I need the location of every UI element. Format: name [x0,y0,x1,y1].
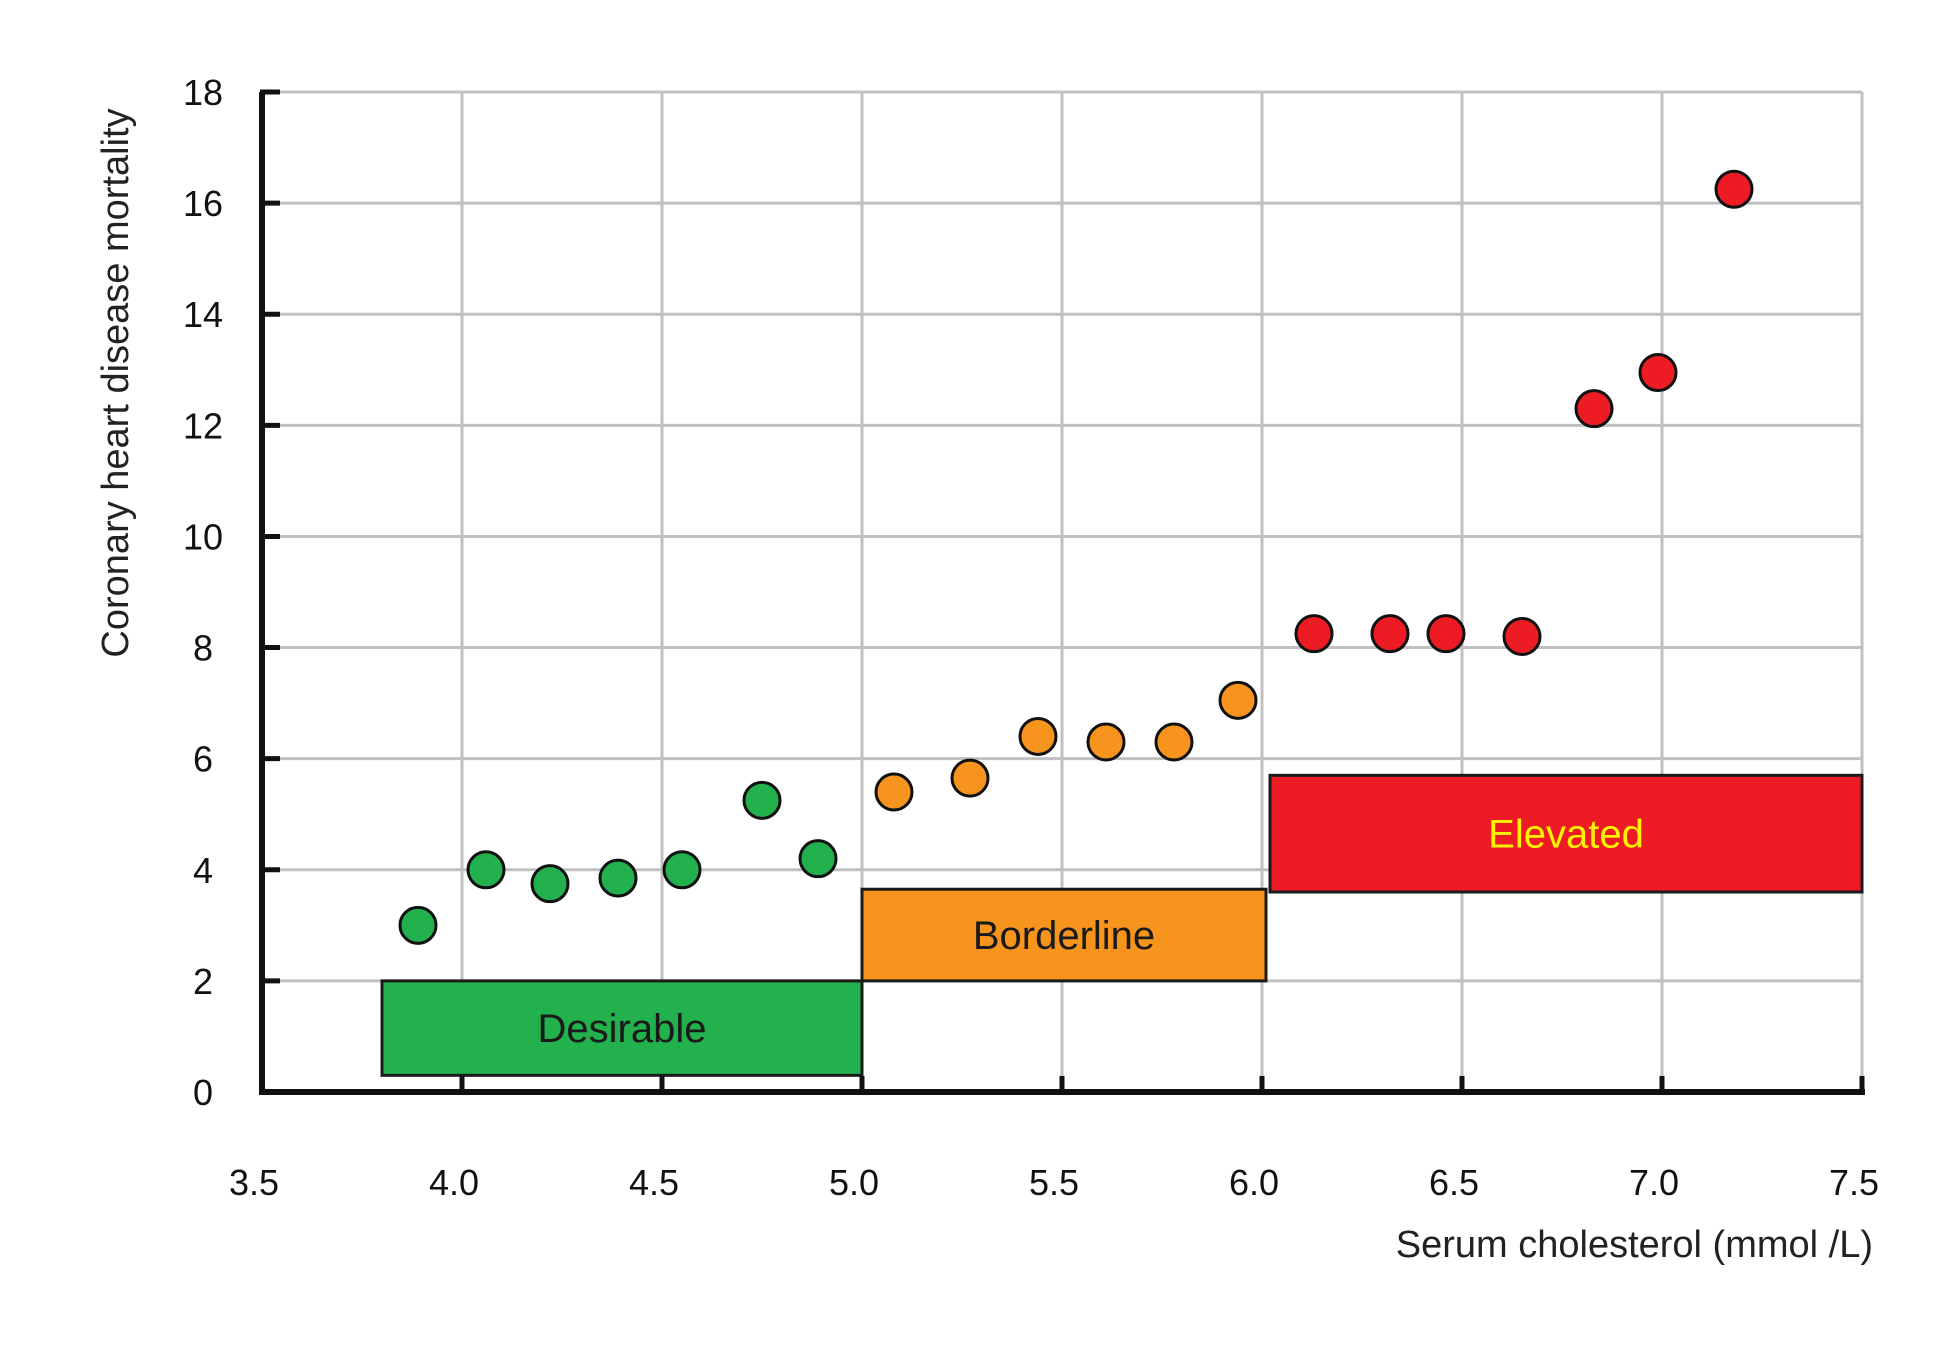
x-axis-title: Serum cholesterol (mmol /L) [1396,1224,1873,1266]
data-point [950,758,990,798]
data-point [742,780,782,820]
x-tick-label: 3.5 [229,1162,279,1203]
range-bands: Desirable Borderline Elevated [380,773,1864,1077]
data-point [1714,169,1754,209]
data-point [598,858,638,898]
data-point [1218,680,1258,720]
y-tick-label: 10 [183,516,223,557]
data-point [1294,614,1334,654]
data-points [398,169,1754,945]
y-tick-label: 0 [193,1072,213,1113]
x-tick-labels: 3.5 4.0 4.5 5.0 5.5 6.0 6.5 7.0 7.5 [229,1162,1879,1203]
data-point [1638,353,1678,393]
data-point [1086,722,1126,762]
y-tick-label: 6 [193,739,213,780]
data-point [1018,716,1058,756]
y-tick-label: 14 [183,294,223,335]
data-point [1574,389,1614,429]
range-band-label: Elevated [1488,813,1644,857]
data-point [1370,614,1410,654]
x-tick-label: 6.5 [1429,1162,1479,1203]
x-tick-label: 6.0 [1229,1162,1279,1203]
y-tick-label: 12 [183,405,223,446]
y-tick-label: 18 [183,72,223,113]
data-point [874,772,914,812]
range-band-desirable [380,979,864,1077]
y-tick-label: 16 [183,183,223,224]
y-tick-label: 2 [193,961,213,1002]
y-tick-labels: 0 2 4 6 8 10 12 14 16 18 [183,72,223,1113]
data-point [1502,616,1542,656]
y-axis-title: Coronary heart disease mortality [95,108,137,657]
data-point [1426,614,1466,654]
data-point [662,850,702,890]
x-tick-label: 7.5 [1829,1162,1879,1203]
y-tick-label: 8 [193,628,213,669]
range-band-label: Desirable [538,1007,707,1051]
range-band-label: Borderline [973,914,1155,958]
axes [259,89,1865,1095]
data-point [398,905,438,945]
range-band-elevated [1268,773,1864,894]
x-tick-label: 5.5 [1029,1162,1079,1203]
x-tick-label: 4.5 [629,1162,679,1203]
range-band-borderline [860,887,1268,983]
x-tick-label: 4.0 [429,1162,479,1203]
data-point [1154,722,1194,762]
x-tick-label: 5.0 [829,1162,879,1203]
y-tick-label: 4 [193,850,213,891]
data-point [798,839,838,879]
data-point [466,850,506,890]
x-tick-label: 7.0 [1629,1162,1679,1203]
data-point [530,864,570,904]
